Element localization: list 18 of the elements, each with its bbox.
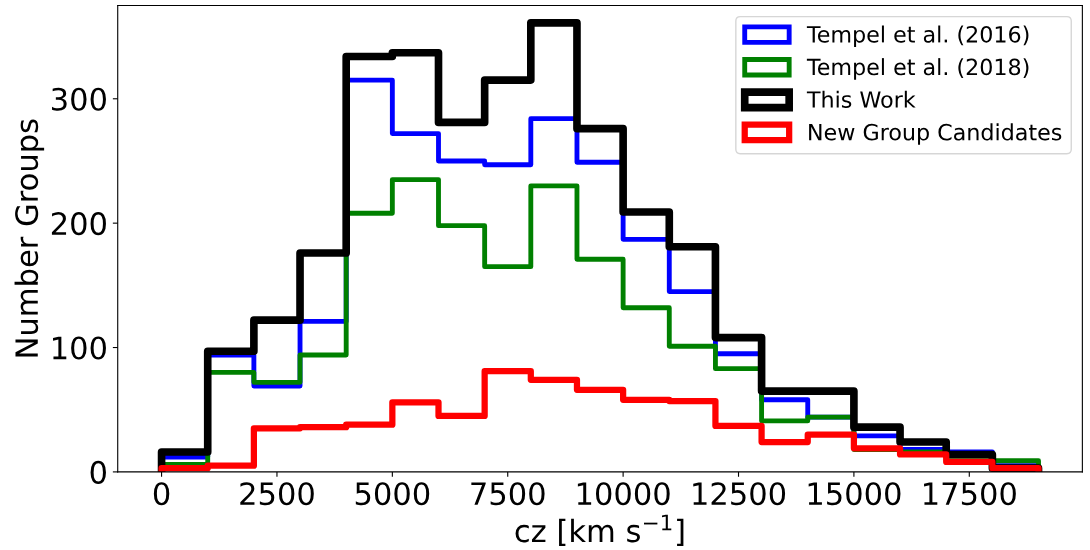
x-tick-label: 7500 <box>471 482 545 506</box>
y-axis-title: Number Groups <box>14 119 45 357</box>
y-tick-label: 200 <box>51 212 106 236</box>
y-tick-label: 100 <box>53 336 106 360</box>
x-tick-label: 15000 <box>808 482 901 506</box>
x-tick-label: 2500 <box>240 482 314 506</box>
legend-label: This Work <box>806 90 916 108</box>
x-tick-label: 0 <box>153 482 170 506</box>
x-tick-label: 10000 <box>577 482 670 506</box>
legend-label: Tempel et al. (2016) <box>806 25 1029 48</box>
x-tick-label: 5000 <box>355 482 430 506</box>
x-axis-title: cz [km s$^{−1}$] <box>515 514 684 546</box>
y-tick-label: 300 <box>52 87 106 111</box>
legend-label: New Group Candidates <box>809 123 1062 145</box>
x-tick-label: 12500 <box>693 482 786 506</box>
legend-label: Tempel et al. (2018) <box>806 58 1029 80</box>
y-tick-label: 0 <box>90 460 106 484</box>
x-tick-label: 17500 <box>924 482 1016 506</box>
